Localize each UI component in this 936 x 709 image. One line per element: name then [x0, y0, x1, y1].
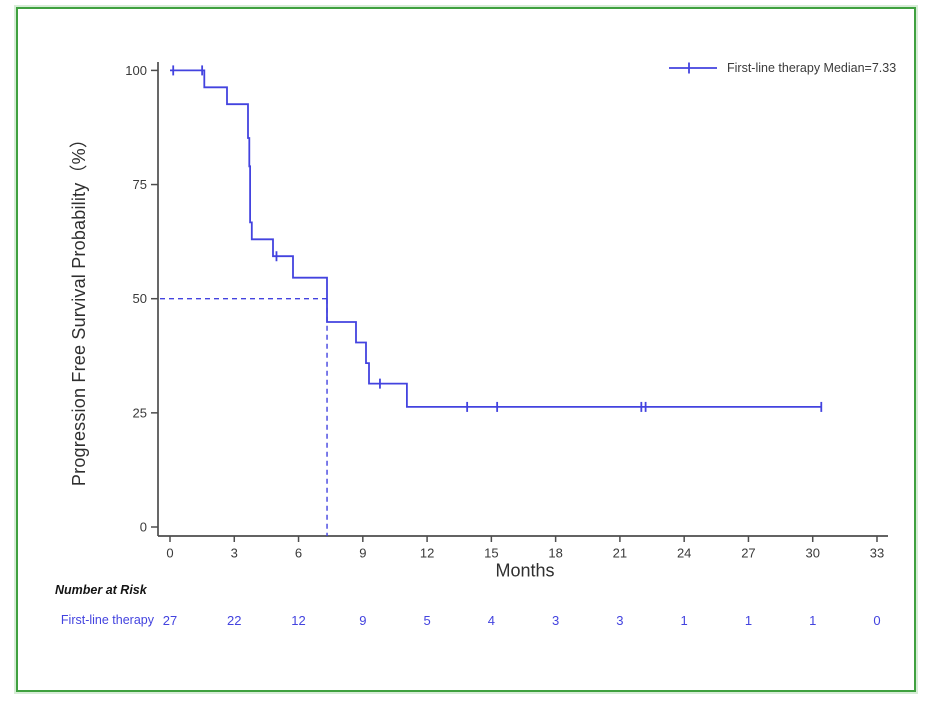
y-tick-label: 100: [125, 63, 147, 78]
x-tick-label: 18: [548, 546, 562, 561]
x-tick-label: 27: [741, 546, 755, 561]
x-tick-label: 0: [166, 546, 173, 561]
y-tick-label: 50: [133, 291, 147, 306]
x-tick-label: 24: [677, 546, 691, 561]
risk-value: 3: [616, 613, 624, 628]
chart-frame: [16, 7, 916, 692]
risk-value: 9: [359, 613, 367, 628]
x-tick-label: 21: [613, 546, 627, 561]
risk-value: 0: [873, 613, 881, 628]
number-at-risk-title: Number at Risk: [55, 583, 147, 597]
x-tick-label: 30: [805, 546, 819, 561]
x-axis-label: Months: [495, 560, 555, 581]
risk-value: 12: [291, 613, 306, 628]
x-tick-label: 12: [420, 546, 434, 561]
legend-censor-line-icon: [669, 62, 717, 74]
risk-value: 1: [744, 613, 753, 628]
x-tick-label: 9: [359, 546, 366, 561]
risk-value: 4: [487, 613, 495, 628]
survival-curve: [170, 69, 822, 408]
risk-value: 22: [227, 613, 242, 628]
x-tick-label: 33: [870, 546, 884, 561]
x-tick-label: 15: [484, 546, 498, 561]
risk-values-row: 27 22 12 9 5 4 3 3 1 1 1 0: [0, 613, 936, 629]
x-tick-label: 6: [295, 546, 302, 561]
legend-label: First-line therapy Median=7.33: [727, 61, 897, 75]
y-axis-label: Progression Free Survival Probability（%）: [69, 129, 89, 487]
y-tick-label: 25: [133, 405, 147, 420]
risk-value: 1: [809, 613, 817, 628]
legend: First-line therapy Median=7.33: [668, 60, 896, 76]
risk-value: 5: [423, 613, 431, 628]
x-tick-label: 3: [231, 546, 238, 561]
y-tick-label: 0: [140, 520, 147, 535]
risk-value: 3: [552, 613, 560, 628]
risk-value: 1: [680, 613, 688, 628]
risk-value: 27: [162, 613, 178, 628]
risk-row-label: First-line therapy: [60, 613, 154, 627]
y-tick-label: 75: [133, 177, 147, 192]
